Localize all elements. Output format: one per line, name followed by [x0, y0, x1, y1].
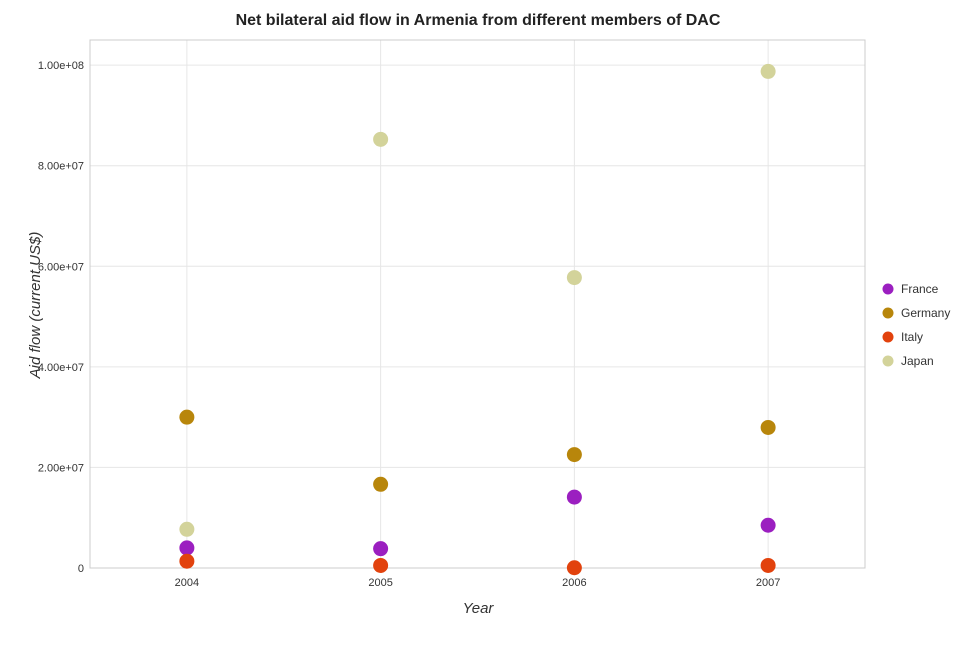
x-tick-label: 2006 — [562, 577, 586, 589]
y-tick-label: 6.00e+07 — [38, 261, 84, 273]
legend-marker — [882, 307, 894, 319]
plot-area — [89, 39, 866, 569]
y-tick-labels: 0 2.00e+07 4.00e+07 6.00e+07 8.00e+07 1.00e+0… — [38, 60, 84, 575]
x-tick-labels: 2004 2005 2006 2007 — [175, 577, 781, 589]
data-point — [373, 541, 389, 557]
y-gridlines — [90, 64, 865, 569]
data-point — [760, 517, 776, 533]
series-germany — [179, 409, 776, 492]
data-point — [179, 553, 195, 569]
data-point — [760, 557, 776, 573]
legend-label: Italy — [901, 330, 923, 344]
y-tick-label: 0 — [78, 563, 84, 575]
series-france — [179, 489, 776, 557]
legend-label: France — [901, 282, 939, 296]
data-points — [179, 63, 776, 576]
legend-marker — [882, 331, 894, 343]
series-japan — [179, 63, 776, 537]
x-tick-label: 2004 — [175, 577, 199, 589]
data-point — [179, 540, 195, 556]
legend: France Germany Italy Japan — [882, 282, 950, 368]
y-tick-label: 4.00e+07 — [38, 362, 84, 374]
legend-label: Germany — [901, 306, 950, 320]
y-tick-label: 8.00e+07 — [38, 161, 84, 173]
data-point — [373, 476, 389, 492]
legend-label: Japan — [901, 354, 934, 368]
data-point — [566, 560, 582, 576]
x-tick-label: 2005 — [368, 577, 392, 589]
data-point — [373, 131, 389, 147]
data-point — [566, 447, 582, 463]
data-point — [566, 489, 582, 505]
data-point — [373, 557, 389, 573]
y-tick-label: 1.00e+08 — [38, 60, 84, 72]
chart-title: Net bilateral aid flow in Armenia from d… — [236, 12, 721, 29]
series-italy — [179, 553, 776, 576]
y-tick-label: 2.00e+07 — [38, 462, 84, 474]
legend-marker — [882, 283, 894, 295]
data-point — [179, 521, 195, 537]
data-point — [760, 419, 776, 435]
legend-marker — [882, 355, 894, 367]
data-point — [179, 409, 195, 425]
x-gridlines — [186, 40, 769, 568]
x-axis-title: Year — [463, 600, 495, 617]
x-tick-label: 2007 — [756, 577, 780, 589]
data-point — [760, 63, 776, 79]
y-axis-title: Aid flow (current US$) — [27, 232, 44, 380]
data-point — [566, 270, 582, 286]
